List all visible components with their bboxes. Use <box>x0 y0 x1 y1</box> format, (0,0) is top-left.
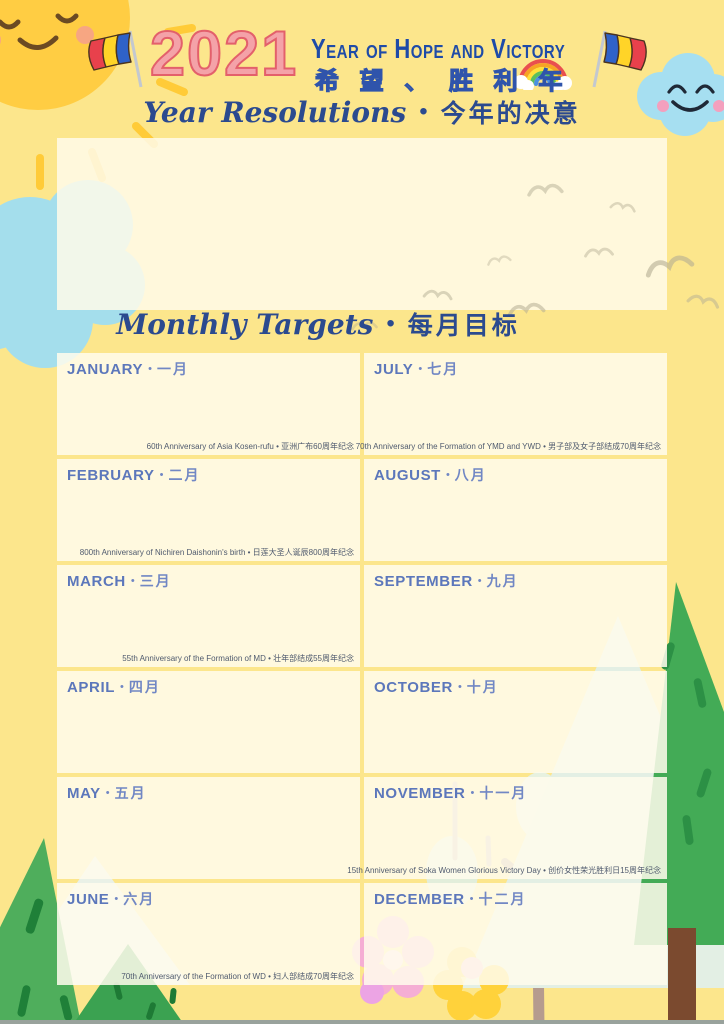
month-name-zh: 一月 <box>157 361 190 377</box>
month-name-zh: 十二月 <box>478 891 527 907</box>
month-note: 800th Anniversary of Nichiren Daishonin'… <box>79 548 354 557</box>
month-note: 70th Anniversary of the Formation of YMD… <box>355 442 661 451</box>
month-name-zh: 四月 <box>128 679 161 695</box>
month-cell-october: October • 十月 <box>364 671 667 773</box>
month-cell-july: July • 七月 70th Anniversary of the Formatio… <box>356 353 667 455</box>
year-number: 2021 <box>149 18 299 90</box>
month-name-en: September <box>374 573 473 590</box>
month-cell-may: May • 五月 <box>57 777 360 879</box>
resolutions-heading-zh: 今年的决意 <box>440 100 581 128</box>
month-name-en: July <box>374 361 414 378</box>
month-name-zh: 十一月 <box>479 785 528 801</box>
bullet-icon: • <box>159 469 164 481</box>
month-name-en: February <box>67 467 155 484</box>
month-cell-december: December • 十二月 <box>364 883 667 985</box>
month-name-en: November <box>374 785 466 802</box>
monthly-targets-heading: Monthly Targets • 每月目标 <box>0 306 680 342</box>
month-name-en: August <box>374 467 441 484</box>
flag-icon <box>88 30 143 88</box>
bullet-icon: • <box>477 575 482 587</box>
month-name-en: May <box>67 785 101 802</box>
month-grid: January • 一月 60th Anniversary of Asia Kose… <box>57 353 667 985</box>
month-note: 15th Anniversary of Soka Women Glorious … <box>347 866 661 875</box>
month-name-zh: 七月 <box>427 361 460 377</box>
bottom-edge-strip <box>0 1020 724 1024</box>
month-note: 70th Anniversary of the Formation of WD … <box>121 972 354 981</box>
resolutions-box <box>57 138 667 310</box>
bullet-icon: • <box>418 363 423 375</box>
month-name-zh: 三月 <box>139 573 172 589</box>
bullet-icon: • <box>130 575 135 587</box>
month-name-zh: 八月 <box>454 467 487 483</box>
month-cell-june: June • 六月 70th Anniversary of the Formatio… <box>57 883 360 985</box>
month-note: 55th Anniversary of the Formation of MD … <box>122 654 354 663</box>
page-title-en: Year of Hope and Victory <box>311 33 566 65</box>
bullet-icon: • <box>114 893 119 905</box>
monthly-heading-en: Monthly Targets <box>116 307 374 341</box>
month-name-en: April <box>67 679 115 696</box>
monthly-heading-zh: 每月目标 <box>407 312 520 340</box>
month-name-en: January <box>67 361 144 378</box>
page-title-zh: 希 望 、 胜 利 年 <box>314 67 570 95</box>
month-name-en: June <box>67 891 110 908</box>
bullet-icon: • <box>120 681 124 693</box>
month-name-zh: 九月 <box>486 573 519 589</box>
month-cell-april: April • 四月 <box>57 671 360 773</box>
month-cell-august: August • 八月 <box>364 459 667 561</box>
month-name-zh: 十月 <box>466 679 499 695</box>
bullet-icon: • <box>105 787 110 799</box>
month-name-zh: 六月 <box>123 891 156 907</box>
bullet-icon: • <box>386 310 395 337</box>
resolutions-heading-en: Year Resolutions <box>143 95 407 129</box>
month-cell-february: February • 二月 800th Anniversary of Nichire… <box>57 459 360 561</box>
flag-icon <box>592 30 647 88</box>
bullet-icon: • <box>419 98 428 125</box>
resolutions-heading: Year Resolutions • 今年的决意 <box>0 94 724 130</box>
bullet-icon: • <box>470 787 475 799</box>
month-name-en: March <box>67 573 126 590</box>
month-cell-january: January • 一月 60th Anniversary of Asia Kose… <box>57 353 360 455</box>
bullet-icon: • <box>148 363 153 375</box>
month-cell-november: November • 十一月 15th Anniversary of Soka Wo… <box>347 777 667 879</box>
month-name-zh: 二月 <box>168 467 201 483</box>
month-note: 60th Anniversary of Asia Kosen-rufu • 亚洲… <box>146 442 354 451</box>
bullet-icon: • <box>445 469 450 481</box>
month-cell-september: September • 九月 <box>364 565 667 667</box>
month-name-en: October <box>374 679 453 696</box>
month-cell-march: March • 三月 55th Anniversary of the Formati… <box>57 565 360 667</box>
bullet-icon: • <box>457 681 462 693</box>
month-name-zh: 五月 <box>114 785 147 801</box>
month-name-en: December <box>374 891 465 908</box>
bullet-icon: • <box>469 893 474 905</box>
